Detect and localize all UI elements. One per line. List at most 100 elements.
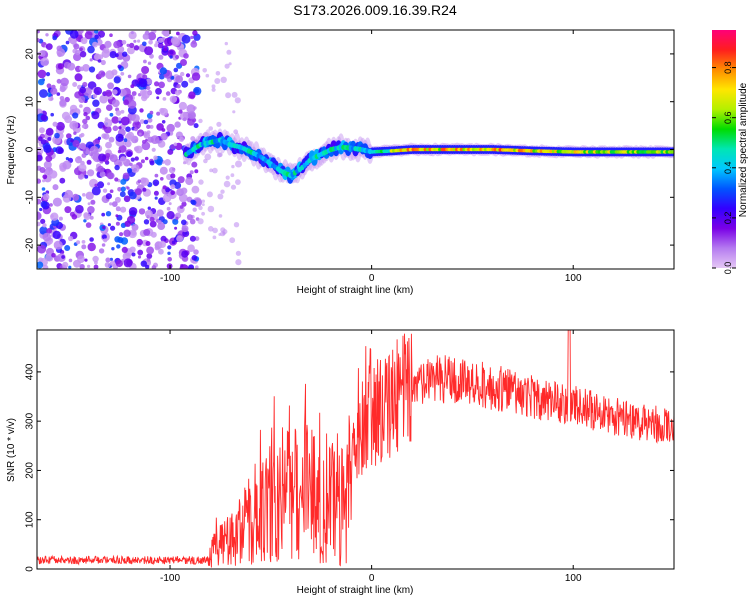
noise-blob xyxy=(64,245,71,251)
noise-blob xyxy=(105,70,115,80)
noise-blob xyxy=(92,255,99,263)
noise-blob xyxy=(173,67,179,73)
noise-blob xyxy=(94,183,98,187)
noise-blob xyxy=(155,40,159,44)
noise-blob xyxy=(109,112,114,117)
noise-blob xyxy=(40,139,47,145)
noise-blob xyxy=(45,72,51,77)
noise-blob xyxy=(43,144,52,153)
noise-blob xyxy=(149,110,154,115)
colorbar-tick-label: 0.2 xyxy=(723,212,733,225)
noise-blob xyxy=(93,264,99,269)
noise-blob xyxy=(92,93,98,99)
noise-blob xyxy=(141,66,150,74)
noise-blob xyxy=(183,53,189,59)
noise-blob xyxy=(97,181,105,189)
noise-blob xyxy=(181,201,187,207)
noise-blob xyxy=(146,246,155,255)
noise-blob xyxy=(87,45,95,54)
noise-blob xyxy=(50,97,54,101)
y-tick-label: 10 xyxy=(25,96,36,108)
noise-blob xyxy=(64,96,70,103)
noise-blob xyxy=(174,226,178,230)
noise-blob xyxy=(151,265,157,269)
noise-blob xyxy=(181,225,189,233)
colorbar: 0.0 0.2 0.4 0.6 0.8 Normalized spectral ampl… xyxy=(712,30,749,274)
noise-blob xyxy=(41,187,46,191)
noise-blob xyxy=(201,211,206,216)
noise-blob xyxy=(208,126,213,131)
noise-blob xyxy=(38,127,45,134)
noise-blob xyxy=(65,157,69,161)
noise-blob xyxy=(88,66,96,73)
noise-blob xyxy=(109,189,114,193)
snr-axes: -100 0 100 0 100 200 300 400 xyxy=(25,330,674,584)
noise-blob xyxy=(77,30,84,34)
noise-blob xyxy=(84,174,89,179)
noise-blob xyxy=(46,83,52,89)
noise-blob xyxy=(94,30,99,34)
colorbar-ticks: 0.0 0.2 0.4 0.6 0.8 xyxy=(712,61,736,274)
noise-blob xyxy=(58,216,63,221)
noise-blob xyxy=(115,110,122,116)
noise-blob xyxy=(73,43,80,50)
noise-blob xyxy=(147,136,154,143)
noise-blob xyxy=(125,126,131,132)
noise-blob xyxy=(134,139,138,143)
noise-blob xyxy=(158,54,164,60)
snr-marks xyxy=(37,330,674,568)
noise-blob xyxy=(158,37,164,43)
noise-blob xyxy=(123,229,131,237)
noise-blob xyxy=(61,255,65,259)
noise-blob xyxy=(182,117,187,122)
noise-blob xyxy=(101,243,106,247)
noise-blob xyxy=(40,114,47,121)
x-tick-label: -100 xyxy=(160,573,180,584)
noise-blob xyxy=(229,237,236,244)
colorbar-tick-label: 0.0 xyxy=(723,262,733,275)
noise-blob xyxy=(49,203,53,207)
noise-blob xyxy=(230,184,237,190)
noise-blob xyxy=(179,111,189,121)
noise-blob xyxy=(79,104,83,108)
noise-blob xyxy=(97,136,102,140)
noise-blob xyxy=(109,154,118,163)
noise-blob xyxy=(139,89,147,96)
noise-blob xyxy=(89,237,94,242)
noise-blob xyxy=(235,259,242,266)
noise-blob xyxy=(171,240,176,245)
noise-blob xyxy=(37,211,42,221)
noise-blob xyxy=(197,218,204,225)
noise-blob xyxy=(114,177,119,182)
noise-blob xyxy=(84,258,88,262)
noise-blob xyxy=(191,199,197,206)
noise-blob xyxy=(102,188,108,193)
noise-blob xyxy=(73,131,77,135)
noise-blob xyxy=(81,240,86,244)
noise-blob xyxy=(126,167,133,173)
noise-blob xyxy=(37,198,42,205)
noise-blob xyxy=(101,212,106,217)
noise-blob xyxy=(59,99,67,107)
noise-blob xyxy=(104,125,112,134)
noise-blob xyxy=(121,40,127,45)
noise-blob xyxy=(162,185,167,190)
noise-blob xyxy=(74,49,81,56)
noise-blob xyxy=(137,179,142,183)
noise-blob xyxy=(112,89,118,95)
noise-blob xyxy=(173,142,178,147)
noise-blob xyxy=(156,96,160,100)
noise-blob xyxy=(119,191,126,198)
noise-blob xyxy=(126,186,130,190)
noise-blob xyxy=(117,149,122,154)
noise-blob xyxy=(43,160,52,169)
noise-blob xyxy=(128,207,138,216)
noise-blob xyxy=(85,191,94,200)
noise-blob xyxy=(143,228,151,236)
noise-blob xyxy=(212,235,217,240)
noise-blob xyxy=(140,260,147,267)
noise-blob xyxy=(107,82,114,90)
noise-blob xyxy=(94,34,99,40)
